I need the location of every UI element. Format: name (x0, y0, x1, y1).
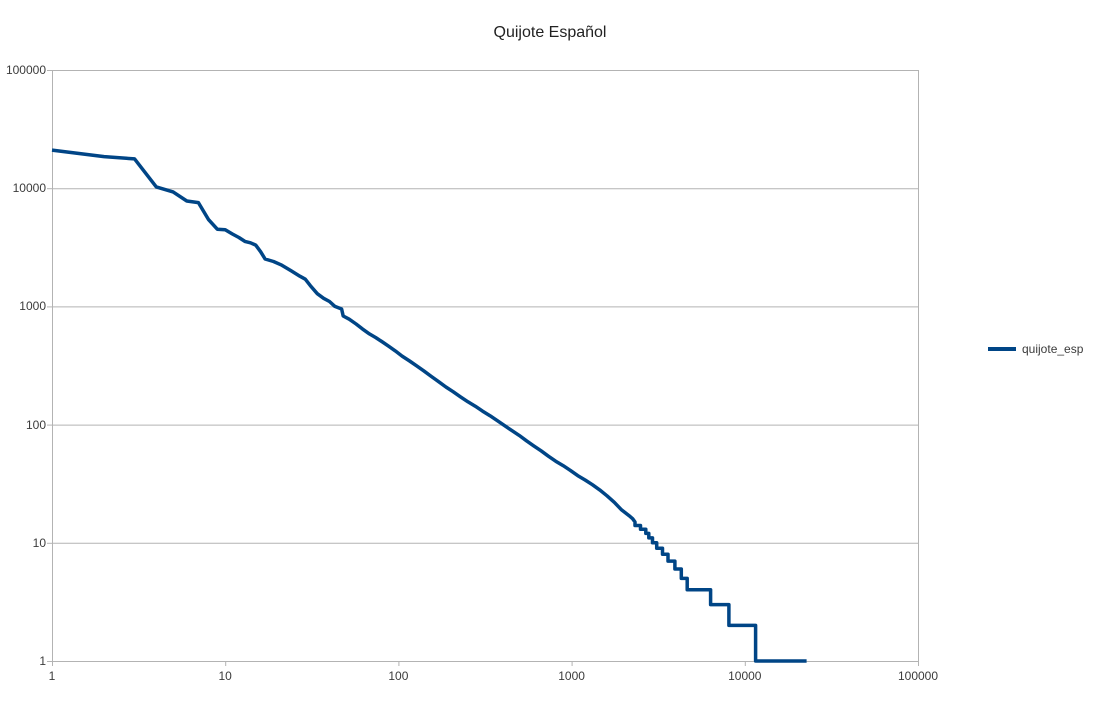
y-tick-label: 10 (32, 535, 46, 550)
x-tick-label: 1000 (558, 669, 585, 683)
chart-title: Quijote Español (493, 24, 607, 41)
y-tick-label: 100 (25, 417, 46, 432)
legend: quijote_esp (988, 342, 1083, 356)
y-tick-label: 1 (39, 654, 46, 668)
y-tick-label: 10000 (12, 181, 46, 196)
y-tick-label: 100000 (5, 63, 46, 77)
x-tick-label: 1 (48, 669, 56, 683)
x-tick-label: 100000 (897, 669, 939, 683)
plot-border (52, 70, 919, 662)
x-tick-label: 10000 (728, 669, 762, 683)
series-line (51, 148, 807, 663)
legend-line-swatch-icon (988, 347, 1016, 351)
x-tick-label: 10 (218, 669, 232, 683)
legend-series-label: quijote_esp (1022, 342, 1084, 356)
y-tick-label: 1000 (19, 299, 46, 314)
x-tick-label: 100 (388, 669, 409, 683)
